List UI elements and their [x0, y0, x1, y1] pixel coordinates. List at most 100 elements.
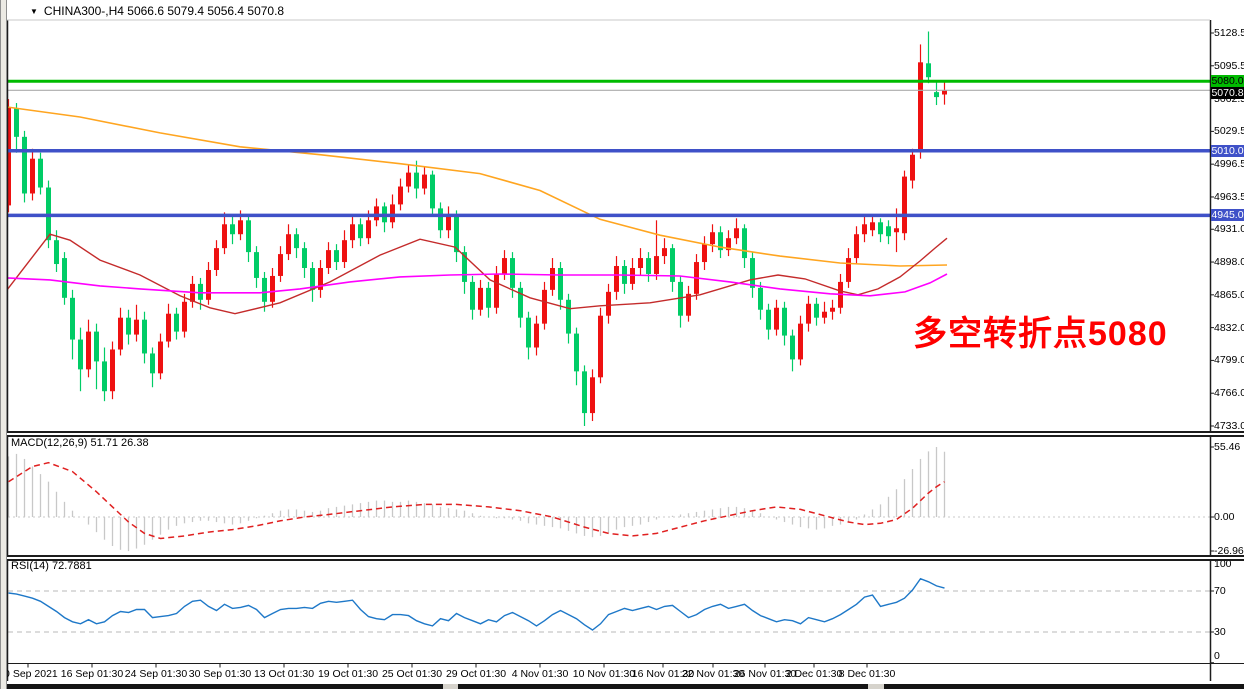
candle-body [198, 283, 203, 300]
candle-body [446, 214, 451, 231]
candle-body [678, 281, 683, 316]
price-tick-label: 4865.0 [1214, 288, 1244, 301]
rsi-tick-label: 70 [1214, 585, 1226, 597]
macd-tick-label: 55.46 [1214, 441, 1241, 453]
candle-body [294, 234, 299, 249]
candle-body [270, 275, 275, 302]
date-tick-label: 19 Oct 01:30 [317, 668, 379, 680]
candle-body [942, 90, 947, 95]
candle-body [766, 309, 771, 330]
price-tick-label: 5095.5 [1214, 59, 1244, 72]
candle-body [406, 172, 411, 187]
macd-panel-splitter[interactable] [0, 431, 1244, 437]
candle-body [646, 258, 651, 274]
candle-body [918, 62, 923, 152]
candle-body [342, 240, 347, 263]
candle-body [30, 158, 35, 194]
date-tick-label: 10 Nov 01:30 [572, 668, 636, 680]
candle-body [718, 232, 723, 251]
price-tick-label: 4931.0 [1214, 223, 1244, 236]
date-tick-label: 8 Dec 01:30 [838, 668, 896, 680]
candle-body [590, 377, 595, 414]
candle-body [878, 222, 883, 235]
macd-indicator-label: MACD(12,26,9) 51.71 26.38 [11, 437, 149, 449]
candle-body [422, 174, 427, 189]
price-tick-label: 4996.5 [1214, 158, 1244, 171]
date-tick-label: 22 Nov 01:30 [681, 668, 745, 680]
level-badge-5010: 5010.0 [1211, 144, 1244, 157]
candle-body [750, 258, 755, 288]
candle-body [702, 244, 707, 263]
candle-body [502, 258, 507, 274]
date-tick-label: 13 Oct 01:30 [253, 668, 315, 680]
candle-body [230, 224, 235, 235]
candle-body [54, 240, 59, 265]
date-tick-label: 2 Dec 01:30 [785, 668, 843, 680]
ma-mid-red-line [6, 233, 948, 315]
candle-body [814, 303, 819, 318]
candle-body [558, 268, 563, 300]
candle-body [110, 349, 115, 392]
candle-body [102, 361, 107, 392]
candle-body [654, 256, 659, 274]
current-price-badge: 5070.8 [1211, 87, 1244, 100]
candle-body [94, 331, 99, 362]
candle-body [830, 307, 835, 312]
candle-body [734, 228, 739, 239]
window-left-edge [0, 0, 7, 689]
candle-body [862, 224, 867, 235]
collapse-triangle-icon[interactable]: ▼ [30, 7, 38, 16]
candle-body [318, 268, 323, 290]
candle-body [278, 254, 283, 276]
candle-body [286, 234, 291, 255]
candle-body [158, 341, 163, 374]
candle-body [182, 301, 187, 332]
date-tick-label: 4 Nov 01:30 [511, 668, 569, 680]
price-tick-label: 4963.5 [1214, 190, 1244, 203]
candle-body [22, 136, 27, 194]
candle-body [38, 158, 43, 188]
candle-body [366, 220, 371, 239]
candle-body [454, 214, 459, 253]
rsi-panel-bottom-border [0, 663, 1244, 664]
candle-body [486, 287, 491, 308]
candle-body [582, 371, 587, 414]
rsi-panel-splitter[interactable] [0, 555, 1244, 561]
date-tick-label: 16 Nov 01:30 [631, 668, 695, 680]
price-tick-label: 4832.0 [1214, 321, 1244, 334]
price-tick-label: 4799.0 [1214, 354, 1244, 367]
candle-body [598, 315, 603, 378]
price-tick-label: 5128.5 [1214, 27, 1244, 39]
level-badge-4945: 4945.0 [1211, 209, 1244, 222]
candle-body [438, 208, 443, 231]
candle-body [206, 269, 211, 300]
candle-body [254, 252, 259, 278]
candle-body [902, 176, 907, 234]
candle-body [726, 238, 731, 251]
candle-body [574, 333, 579, 372]
candle-body [246, 220, 251, 253]
macd-signal-line [8, 461, 945, 540]
candle-body [534, 323, 539, 348]
date-tick-label: 25 Oct 01:30 [381, 668, 443, 680]
price-tick-label: 4898.0 [1214, 256, 1244, 269]
candle-body [526, 317, 531, 348]
candle-body [870, 222, 875, 231]
candle-body [478, 287, 483, 310]
candle-body [142, 319, 147, 354]
candle-body [70, 297, 75, 340]
candle-body [710, 232, 715, 245]
candle-body [606, 291, 611, 316]
chart-title-row: ▼ CHINA300-,H4 5066.6 5079.4 5056.4 5070.… [30, 4, 284, 18]
date-tick-label: 10 Sep 2021 [0, 668, 58, 680]
candle-body [310, 268, 315, 290]
candle-body [390, 204, 395, 223]
macd-tick-label: -26.96 [1214, 545, 1244, 557]
candle-body [222, 224, 227, 249]
candle-body [518, 287, 523, 318]
candle-body [358, 224, 363, 239]
price-tick-label: 5029.5 [1214, 125, 1244, 138]
level-badge-5080: 5080.0 [1211, 74, 1244, 87]
candle-body [806, 303, 811, 324]
